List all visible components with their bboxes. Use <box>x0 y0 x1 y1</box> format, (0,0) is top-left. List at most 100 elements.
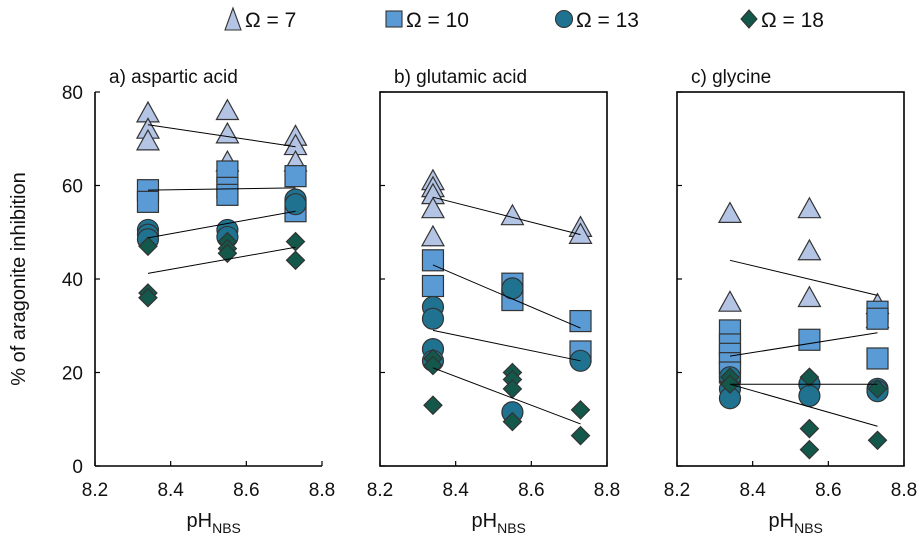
plot-frame <box>676 91 905 467</box>
y-tick-label: 40 <box>62 270 83 291</box>
data-point <box>570 425 591 446</box>
legend-label: Ω = 7 <box>245 9 296 32</box>
data-series <box>718 300 889 384</box>
trend-line <box>432 196 581 236</box>
data-point <box>420 196 445 219</box>
legend-label: Ω = 13 <box>576 9 639 32</box>
panel-title: c) glycine <box>691 67 771 88</box>
panel-title: a) aspartic acid <box>109 67 238 88</box>
x-axis-label: pHNBS <box>187 510 241 536</box>
trend-line <box>729 332 878 357</box>
data-point <box>215 98 240 121</box>
x-tick-label: 8.4 <box>739 480 766 501</box>
y-tick-label: 80 <box>62 83 83 104</box>
trend-line <box>147 187 296 191</box>
x-tick-label: 8.8 <box>891 480 917 501</box>
data-point <box>285 250 306 271</box>
data-point <box>799 367 820 388</box>
chart-panel: 0 20 40 60 80 8.2 8.4 8.6 8.8 a) aspartic acid pHN… <box>62 67 335 536</box>
data-point <box>798 328 821 351</box>
data-series <box>717 196 890 329</box>
legend-item: Ω = 18 <box>740 9 824 32</box>
data-point <box>421 249 445 272</box>
trend-line <box>729 259 878 296</box>
x-tick-label: 8.8 <box>309 480 335 501</box>
data-point <box>217 243 238 264</box>
legend-triangle-marker <box>224 6 242 31</box>
trend-line <box>432 367 581 425</box>
data-point <box>867 430 888 451</box>
x-axis-label-subscript: NBS <box>497 520 526 536</box>
data-point <box>797 238 822 261</box>
x-tick-label: 8.2 <box>82 480 108 501</box>
x-tick-label: 8.4 <box>442 480 469 501</box>
x-tick-label: 8.4 <box>157 480 184 501</box>
trend-line <box>147 210 296 239</box>
trend-line <box>432 329 581 362</box>
legend: Ω = 7 Ω = 10 Ω = 13 Ω = 18 <box>224 6 824 32</box>
data-series <box>138 231 306 308</box>
data-point <box>797 196 822 219</box>
panel-title: b) glutamic acid <box>394 67 527 88</box>
data-point <box>569 309 592 333</box>
data-point <box>215 121 240 144</box>
data-point <box>500 203 525 226</box>
data-point <box>138 236 158 257</box>
data-series <box>136 160 307 223</box>
chart-panel: 8.2 8.4 8.6 8.8 c) glycine pHNBS <box>664 67 917 536</box>
x-axis-label-subscript: NBS <box>212 520 241 536</box>
data-series <box>718 366 889 410</box>
legend-item: Ω = 7 <box>224 6 296 32</box>
x-axis-label-main: pH <box>472 510 498 532</box>
legend-item: Ω = 10 <box>385 9 469 32</box>
data-point <box>866 347 889 370</box>
trend-line <box>432 264 581 329</box>
data-series <box>420 168 593 247</box>
x-tick-label: 8.6 <box>815 480 841 501</box>
x-axis-label-main: pH <box>187 510 213 532</box>
x-axis-label: pHNBS <box>769 510 823 536</box>
x-tick-label: 8.6 <box>233 480 259 501</box>
x-tick-label: 8.2 <box>664 480 690 501</box>
data-point <box>502 411 523 432</box>
data-series <box>423 348 591 446</box>
data-point <box>421 274 445 298</box>
legend-circle-marker <box>554 9 574 29</box>
chart-panel: 8.2 8.4 8.6 8.8 b) glutamic acid pHNBS <box>367 67 620 536</box>
data-point <box>284 193 307 216</box>
x-tick-label: 8.6 <box>518 480 544 501</box>
data-point <box>216 183 239 206</box>
data-point <box>136 190 160 213</box>
x-axis-label-main: pH <box>769 510 795 532</box>
legend-item: Ω = 13 <box>554 9 639 32</box>
trend-line <box>147 124 296 148</box>
trend-line <box>729 383 878 427</box>
x-axis-label-subscript: NBS <box>794 520 823 536</box>
data-point <box>421 307 445 330</box>
data-point <box>799 418 820 439</box>
trend-line <box>147 246 296 274</box>
x-tick-label: 8.8 <box>594 480 620 501</box>
data-point <box>570 400 591 420</box>
data-point <box>138 287 158 308</box>
y-tick-label: 0 <box>72 457 83 478</box>
y-axis-label: % of aragonite inhibition <box>8 172 30 385</box>
data-point <box>798 384 821 407</box>
legend-label: Ω = 10 <box>406 9 469 32</box>
data-point <box>717 290 742 312</box>
data-point <box>135 128 160 151</box>
data-point <box>284 165 307 188</box>
legend-label: Ω = 18 <box>761 9 824 32</box>
legend-square-marker <box>385 10 403 28</box>
data-point <box>423 395 443 416</box>
x-tick-label: 8.2 <box>367 480 393 501</box>
legend-diamond-marker <box>740 9 758 29</box>
data-point <box>717 201 742 223</box>
y-tick-label: 60 <box>62 177 83 198</box>
data-point <box>866 307 889 330</box>
x-axis-label: pHNBS <box>472 510 526 536</box>
data-point <box>797 285 822 308</box>
data-point <box>420 224 445 247</box>
